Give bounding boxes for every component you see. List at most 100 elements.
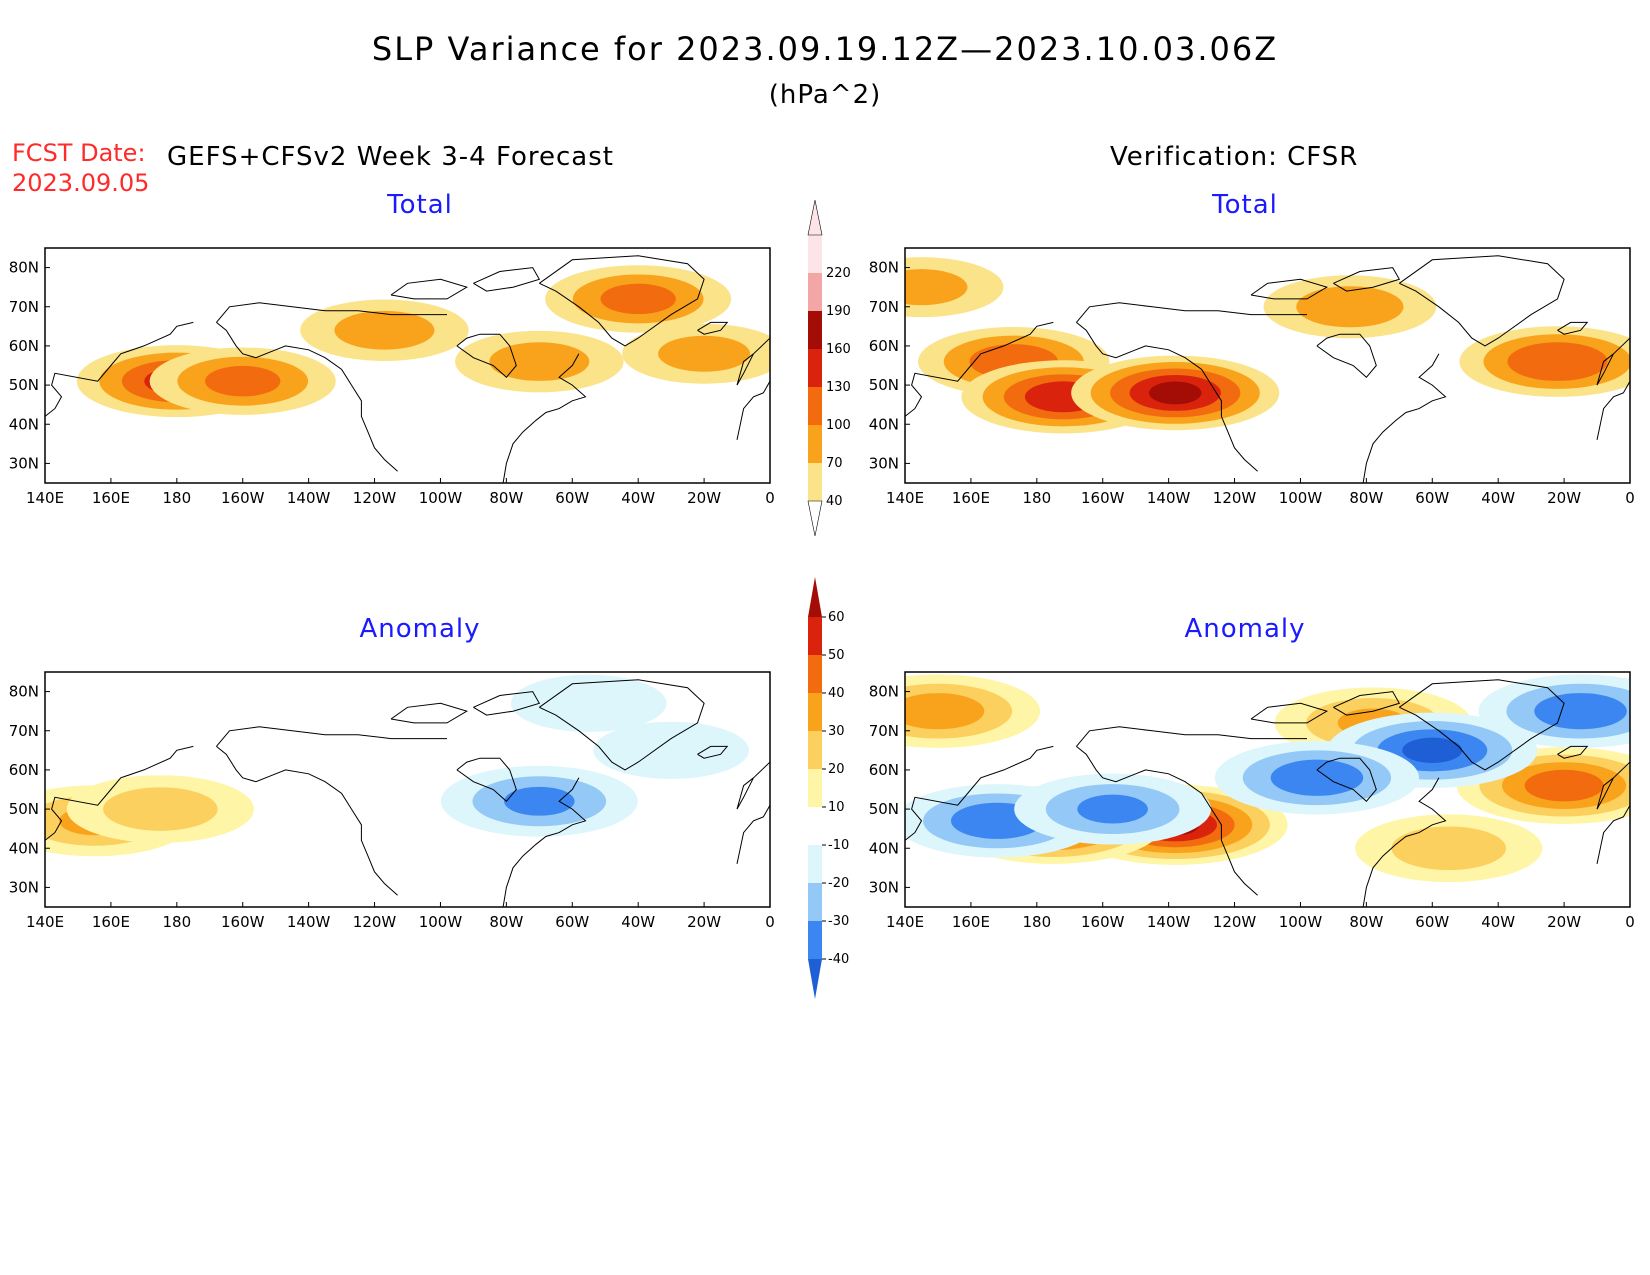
lon-tick-label: 180 xyxy=(162,489,191,507)
lon-tick-label: 0 xyxy=(765,913,775,931)
lon-tick-label: 40W xyxy=(1481,489,1515,507)
coastline-8 xyxy=(1596,380,1630,441)
lon-tick-label: 80W xyxy=(1349,913,1383,931)
cb-anom-swatch xyxy=(808,731,822,769)
coastline-10 xyxy=(1250,278,1329,300)
coastline-1 xyxy=(1076,322,1258,472)
lat-tick-label: 30N xyxy=(869,878,899,896)
cb-anom-top-arrow xyxy=(808,577,822,617)
coastline-0 xyxy=(45,321,194,417)
coastline-5 xyxy=(1399,255,1565,347)
coastline-1 xyxy=(216,322,398,472)
coastline-2 xyxy=(1076,302,1307,323)
lon-tick-label: 140E xyxy=(26,489,64,507)
contour-2-2 xyxy=(600,283,676,315)
coastline-4 xyxy=(1362,777,1447,907)
lon-tick-label: 140E xyxy=(886,913,924,931)
contour-5-1 xyxy=(905,269,968,306)
coastline-9 xyxy=(753,302,770,355)
contour-10-2 xyxy=(1534,693,1627,730)
field-layer xyxy=(76,265,770,418)
contour-5-1 xyxy=(1391,826,1507,871)
coastline-5 xyxy=(539,679,705,771)
contour-1-2 xyxy=(205,365,281,397)
coastline-10 xyxy=(390,702,469,724)
lat-tick-label: 60N xyxy=(869,761,899,779)
cb-total-label: 70 xyxy=(826,456,843,471)
lon-tick-label: 160W xyxy=(221,913,265,931)
lon-tick-label: 40W xyxy=(621,489,655,507)
coastline-1 xyxy=(1076,746,1258,896)
lon-tick-label: 20W xyxy=(687,489,721,507)
coastline-layer xyxy=(905,255,1630,483)
cb-anom-label: 10 xyxy=(828,800,845,815)
cb-total-swatch xyxy=(808,463,822,501)
cb-anom-label: -10 xyxy=(828,838,849,853)
lat-tick-label: 30N xyxy=(9,878,39,896)
coastline-4 xyxy=(502,777,587,907)
lat-tick-label: 70N xyxy=(869,722,899,740)
anomaly-colorbar: -40 -30 -20 -10 10 20 30 40 50 60 xyxy=(808,577,849,999)
coastline-3 xyxy=(456,333,517,379)
lon-tick-label: 180 xyxy=(162,913,191,931)
coastline-0 xyxy=(905,745,1054,841)
lat-tick-label: 70N xyxy=(9,298,39,316)
lat-tick-label: 80N xyxy=(869,683,899,701)
fcst-date-block: FCST Date: 2023.09.05 xyxy=(12,138,149,198)
contour-4-1 xyxy=(1296,286,1404,328)
figure-units: (hPa^2) xyxy=(768,80,882,110)
forecast-anomaly-title: Anomaly xyxy=(359,614,481,644)
contour-2-4 xyxy=(1149,381,1202,405)
lat-tick-label: 80N xyxy=(9,683,39,701)
contour-6-3 xyxy=(1402,737,1463,763)
verification-anomaly-title: Anomaly xyxy=(1184,614,1306,644)
lon-tick-label: 160E xyxy=(952,489,990,507)
fcst-date-value: 2023.09.05 xyxy=(12,169,150,197)
coastline-9 xyxy=(1613,726,1630,779)
lon-tick-label: 100W xyxy=(419,913,463,931)
cb-anom-label: 50 xyxy=(828,648,845,663)
coastline-8 xyxy=(1596,804,1630,865)
cb-anom-swatch xyxy=(808,845,822,883)
cb-anom-label: 60 xyxy=(828,610,845,625)
field-layer xyxy=(905,257,1630,434)
cb-total-swatch xyxy=(808,235,822,273)
lat-tick-label: 80N xyxy=(9,259,39,277)
coastline-2 xyxy=(216,726,447,747)
coastline-4 xyxy=(1362,353,1447,483)
cb-anom-swatch xyxy=(808,693,822,731)
cb-anom-swatch xyxy=(808,921,822,959)
cb-total-bottom-arrow xyxy=(807,500,823,537)
lon-tick-label: 160W xyxy=(1081,913,1125,931)
contour-3-0 xyxy=(593,721,749,779)
lon-tick-label: 60W xyxy=(1415,489,1449,507)
coastline-5 xyxy=(539,255,705,347)
map-frame xyxy=(904,247,1631,484)
cb-total-top-arrow xyxy=(807,199,823,236)
lon-tick-label: 20W xyxy=(687,913,721,931)
lon-tick-label: 140W xyxy=(287,489,331,507)
contour-7-2 xyxy=(1270,759,1364,796)
lon-tick-label: 80W xyxy=(1349,489,1383,507)
lon-tick-label: 140E xyxy=(26,913,64,931)
cb-total-swatch xyxy=(808,273,822,311)
coastline-11 xyxy=(1333,267,1401,292)
coastline-6 xyxy=(697,321,729,335)
cb-total-label: 190 xyxy=(826,304,851,319)
lon-tick-label: 120W xyxy=(1213,489,1257,507)
lat-tick-label: 70N xyxy=(9,722,39,740)
verification-column-title: Verification: CFSR xyxy=(1110,142,1359,172)
lon-tick-label: 120W xyxy=(353,913,397,931)
lon-tick-label: 0 xyxy=(1625,489,1635,507)
total-colorbar: 40 70 100 130 160 190 220 xyxy=(807,199,851,537)
forecast-total-title: Total xyxy=(387,190,453,220)
contour-3-2 xyxy=(905,693,985,730)
lon-tick-label: 100W xyxy=(1279,913,1323,931)
lon-tick-label: 0 xyxy=(765,489,775,507)
contour-2-2 xyxy=(504,786,575,816)
lon-tick-label: 140W xyxy=(1147,489,1191,507)
coastline-3 xyxy=(1316,757,1377,803)
lon-tick-label: 20W xyxy=(1547,489,1581,507)
forecast-anomaly-map: 140E 160E 180 160W 140W 120W 100W 80W 60W 40W 20W 0… xyxy=(9,671,775,931)
cb-total-swatch xyxy=(808,387,822,425)
